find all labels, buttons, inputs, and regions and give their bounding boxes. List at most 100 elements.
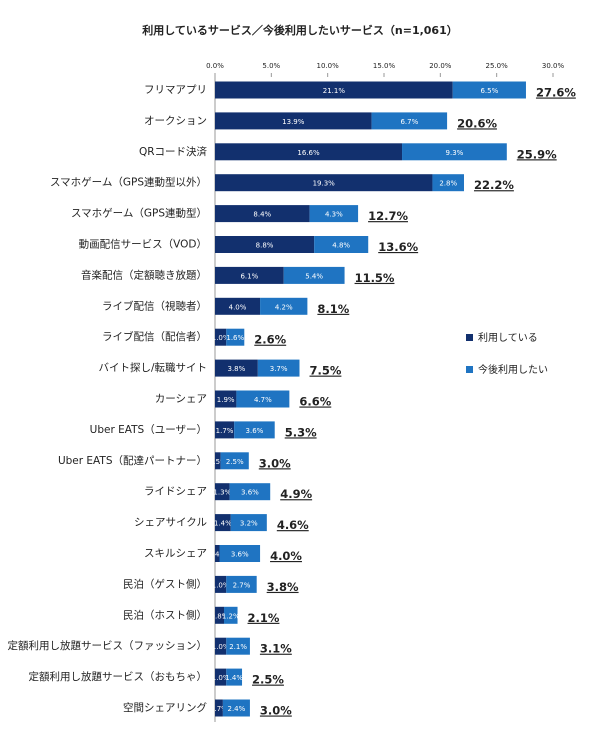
total-label: 2.1%	[248, 611, 280, 625]
x-tick-label: 20.0%	[429, 62, 452, 70]
value-label: 3.6%	[231, 551, 249, 559]
bar-segment	[402, 143, 507, 161]
value-label: 4.8%	[332, 242, 350, 250]
value-label: 21.1%	[323, 87, 346, 95]
bar-segment	[215, 606, 225, 624]
legend-swatch	[466, 366, 473, 373]
value-label: 4.3%	[325, 211, 343, 219]
bar-segment	[215, 545, 220, 562]
value-label: 3.8%	[228, 365, 246, 373]
value-label: 2.5%	[226, 458, 244, 466]
value-label: 1.4%	[225, 674, 243, 682]
value-label: 4.7%	[254, 396, 272, 404]
x-tick-label: 25.0%	[486, 62, 509, 70]
total-label: 12.7%	[368, 209, 408, 223]
category-label: 民泊（ホスト側）	[123, 608, 207, 621]
bar-segment	[215, 421, 235, 439]
category-label: 空間シェアリング	[123, 701, 207, 714]
category-label: 音楽配信（定額聴き放題）	[81, 268, 207, 281]
value-label: 1.6%	[226, 334, 244, 342]
value-label: 2.4%	[228, 705, 246, 713]
bar-segment	[215, 514, 231, 532]
bar-segment	[309, 205, 359, 223]
value-label: 2.1%	[229, 643, 247, 651]
legend-label: 今後利用したい	[478, 363, 548, 376]
category-label: スマホゲーム（GPS連動型）	[71, 207, 207, 220]
total-label: 3.8%	[267, 580, 299, 594]
bar-segment	[224, 606, 238, 624]
value-label: 2.7%	[233, 581, 251, 589]
bar-segment	[260, 297, 308, 315]
bar-segment	[452, 81, 526, 99]
bar-segment	[215, 390, 237, 408]
value-label: 1.0%	[212, 334, 230, 342]
value-label: 2.8%	[439, 180, 457, 188]
value-label: 6.1%	[240, 272, 258, 280]
value-label: 1.4%	[214, 520, 232, 528]
bar-segment	[226, 328, 245, 346]
value-label: 0.5%	[209, 458, 227, 466]
bar-segment	[215, 112, 372, 130]
x-tick-label: 15.0%	[373, 62, 396, 70]
value-label: 4.0%	[229, 303, 247, 311]
bar-segment	[215, 266, 284, 284]
bar-segment	[371, 112, 448, 130]
bar-segment	[219, 545, 261, 562]
category-label: スキルシェア	[144, 548, 207, 560]
value-label: 0.8%	[211, 612, 229, 620]
bar-segment	[226, 668, 243, 686]
value-label: 6.5%	[480, 87, 498, 95]
value-label: 1.3%	[213, 489, 231, 497]
bar-segment	[215, 143, 403, 161]
total-label: 4.9%	[280, 487, 312, 501]
value-label: 6.7%	[400, 118, 418, 126]
bar-segment	[283, 266, 345, 284]
value-label: 1.7%	[216, 427, 234, 435]
value-label: 1.0%	[212, 674, 230, 682]
value-label: 8.8%	[256, 242, 274, 250]
bar-segment	[215, 205, 310, 223]
bar-segment	[226, 575, 257, 593]
x-tick-label: 30.0%	[542, 62, 565, 70]
total-label: 27.6%	[536, 86, 576, 100]
value-label: 1.2%	[222, 612, 240, 620]
bar-segment	[229, 483, 271, 501]
chart-title: 利用しているサービス／今後利用したいサービス（n=1,061）	[142, 23, 458, 37]
total-label: 25.9%	[517, 147, 557, 161]
value-label: 4.2%	[275, 303, 293, 311]
bar-segment	[257, 359, 300, 377]
total-label: 7.5%	[310, 364, 342, 378]
value-label: 13.9%	[282, 118, 305, 126]
value-label: 3.6%	[241, 489, 259, 497]
bar-segment	[215, 699, 223, 717]
total-label: 11.5%	[355, 271, 395, 285]
value-label: 3.2%	[240, 520, 258, 528]
category-label: QRコード決済	[139, 145, 208, 158]
value-label: 9.3%	[446, 149, 464, 157]
value-label: 16.6%	[297, 149, 320, 157]
value-label: 1.9%	[217, 396, 235, 404]
bar-segment	[220, 452, 249, 470]
total-label: 4.6%	[277, 518, 309, 532]
total-label: 5.3%	[285, 425, 317, 439]
total-label: 4.0%	[270, 549, 302, 563]
total-label: 3.0%	[259, 456, 291, 470]
total-label: 3.0%	[260, 704, 292, 718]
bar-segment	[226, 637, 250, 655]
category-label: Uber EATS（ユーザー）	[90, 424, 207, 436]
category-label: フリマアプリ	[144, 84, 207, 96]
category-label: カーシェア	[155, 393, 207, 405]
category-label: バイト探し/転職サイト	[98, 361, 207, 374]
category-label: Uber EATS（配達パートナー）	[58, 455, 207, 467]
total-label: 2.6%	[254, 333, 286, 347]
category-label: ライブ配信（配信者）	[102, 330, 207, 343]
bar-segment	[215, 81, 453, 99]
bar-segment	[215, 236, 315, 253]
value-label: 0.4%	[208, 551, 226, 559]
value-label: 8.4%	[253, 211, 271, 219]
value-label: 3.6%	[246, 427, 264, 435]
total-label: 2.5%	[252, 673, 284, 687]
value-label: 0.7%	[210, 705, 228, 713]
category-label: スマホゲーム（GPS連動型以外）	[50, 176, 207, 189]
legend-label: 利用している	[478, 332, 538, 344]
